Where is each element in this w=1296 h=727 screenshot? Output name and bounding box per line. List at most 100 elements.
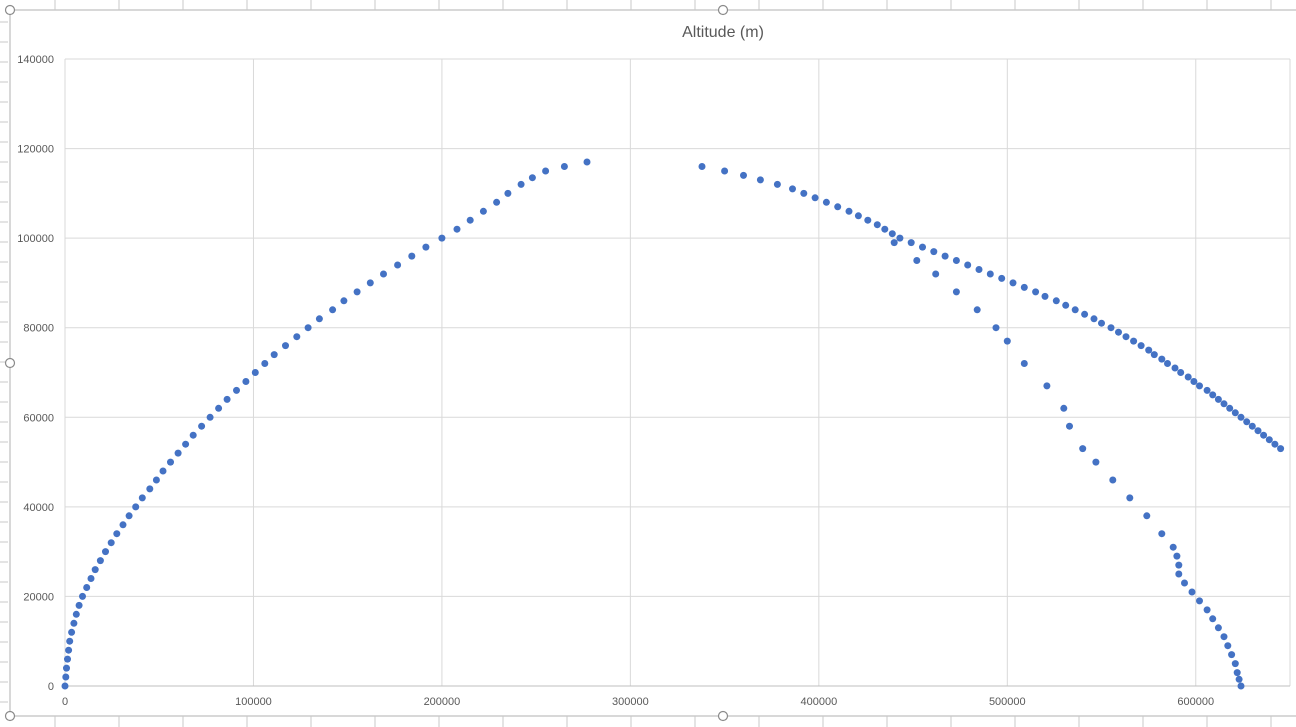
- data-point: [1090, 315, 1098, 323]
- data-point: [1237, 682, 1245, 690]
- data-point: [930, 248, 938, 256]
- resize-handle-bottom-left[interactable]: [4, 710, 16, 722]
- data-point: [913, 257, 921, 264]
- data-point: [1254, 427, 1262, 435]
- resize-handle-top[interactable]: [717, 4, 729, 16]
- data-point: [182, 440, 190, 448]
- resize-handle-top-left[interactable]: [4, 4, 16, 16]
- data-point: [282, 342, 289, 350]
- data-point: [1032, 288, 1040, 296]
- data-point: [811, 194, 819, 202]
- data-point: [896, 234, 904, 242]
- y-tick-labels: 0 20000 40000 60000 80000 100000 120000 140000: [17, 54, 54, 693]
- x-tick-label: 200000: [424, 696, 461, 708]
- data-point: [1220, 400, 1228, 408]
- data-point: [1098, 319, 1105, 327]
- data-point: [1209, 615, 1217, 623]
- data-point: [1248, 422, 1256, 430]
- data-point: [1009, 279, 1017, 287]
- data-point: [1181, 579, 1188, 587]
- data-point: [68, 628, 76, 636]
- data-point: [270, 351, 278, 359]
- data-point: [528, 174, 536, 182]
- data-point: [174, 449, 182, 457]
- data-point: [206, 413, 214, 421]
- data-point: [1231, 660, 1239, 668]
- data-point: [72, 610, 80, 618]
- data-point: [96, 557, 104, 565]
- data-point: [125, 512, 133, 520]
- data-point: [873, 221, 881, 229]
- data-point: [146, 485, 154, 493]
- data-point: [964, 261, 972, 269]
- data-point: [1177, 369, 1185, 376]
- data-point: [952, 257, 960, 264]
- y-tick-label: 100000: [17, 233, 54, 245]
- data-point: [261, 360, 269, 367]
- data-point: [62, 673, 70, 681]
- resize-handle-left[interactable]: [4, 357, 16, 369]
- data-point: [198, 422, 206, 430]
- data-point: [1184, 373, 1192, 381]
- data-point: [1173, 552, 1181, 560]
- data-point: [986, 270, 994, 278]
- data-point: [1188, 588, 1196, 596]
- data-point: [366, 279, 374, 287]
- data-point: [1226, 404, 1234, 412]
- data-point: [1109, 476, 1117, 484]
- data-point: [800, 189, 808, 197]
- data-point: [315, 315, 323, 323]
- data-point: [1203, 606, 1211, 614]
- data-point: [1233, 669, 1241, 677]
- data-point: [1277, 445, 1285, 453]
- x-tick-label: 600000: [1177, 696, 1214, 708]
- data-point: [1020, 360, 1028, 367]
- gridlines: [64, 58, 1291, 687]
- y-tick-label: 0: [48, 681, 54, 693]
- data-point: [293, 333, 301, 341]
- x-tick-label: 300000: [612, 696, 649, 708]
- data-point: [453, 225, 461, 233]
- data-point: [1224, 642, 1232, 650]
- data-point: [504, 189, 512, 197]
- data-point: [63, 664, 70, 672]
- resize-handle-bottom[interactable]: [717, 710, 729, 722]
- data-point: [479, 207, 487, 215]
- x-tick-label: 400000: [800, 696, 837, 708]
- data-point: [1092, 458, 1100, 466]
- data-point: [353, 288, 361, 296]
- data-point: [66, 637, 74, 645]
- data-point: [242, 378, 250, 385]
- data-point: [975, 266, 983, 273]
- data-point: [380, 270, 387, 278]
- data-point: [1158, 530, 1166, 538]
- data-point: [1175, 561, 1183, 569]
- data-point: [1052, 297, 1060, 305]
- data-point: [438, 234, 446, 242]
- y-tick-label: 40000: [23, 502, 54, 514]
- data-point: [1020, 283, 1028, 291]
- data-point: [1107, 324, 1115, 332]
- data-point: [992, 324, 1000, 332]
- data-point: [881, 225, 889, 233]
- data-point: [1041, 292, 1049, 300]
- data-point: [119, 521, 127, 529]
- data-point: [394, 261, 402, 269]
- data-point: [1060, 404, 1068, 412]
- y-tick-label: 140000: [17, 54, 54, 66]
- data-point: [329, 306, 337, 314]
- data-point: [542, 167, 550, 175]
- data-point: [888, 230, 896, 238]
- data-point: [583, 158, 591, 166]
- data-point: [422, 243, 430, 251]
- data-point: [91, 566, 99, 574]
- data-point: [1190, 378, 1198, 385]
- data-point: [773, 180, 781, 188]
- data-point: [698, 163, 706, 170]
- data-point: [1209, 391, 1217, 399]
- data-point: [919, 243, 926, 251]
- data-point: [932, 270, 940, 278]
- data-point: [65, 646, 73, 654]
